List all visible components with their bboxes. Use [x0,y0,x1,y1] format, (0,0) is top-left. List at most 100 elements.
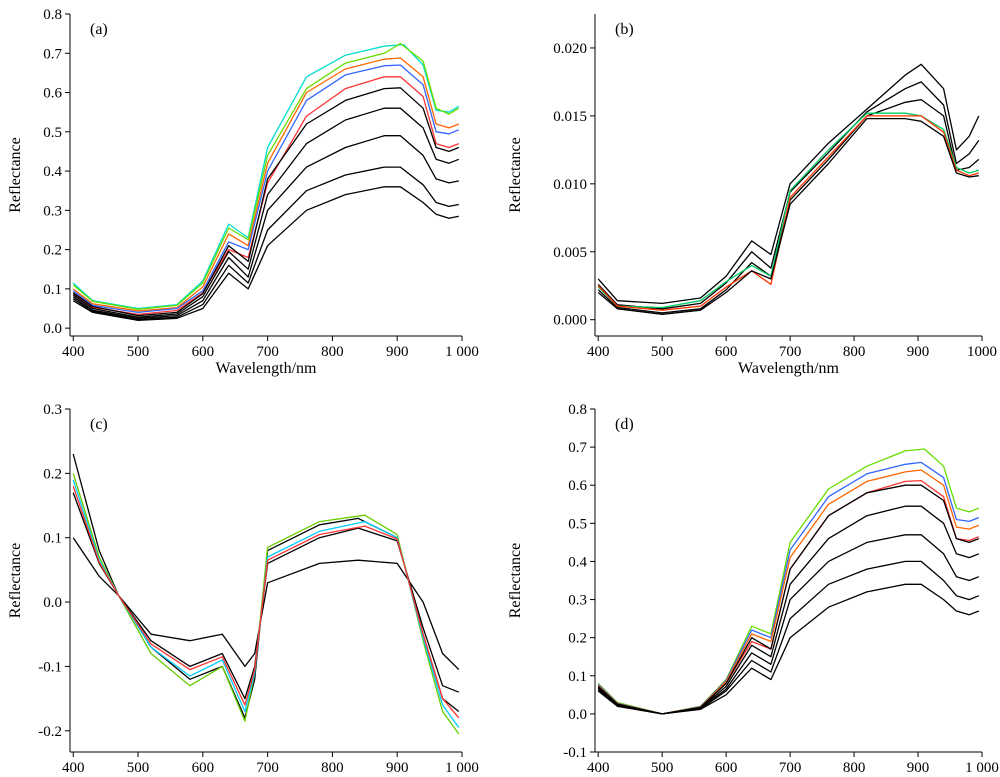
x-tick-label: 1 000 [445,760,479,776]
x-tick-label: 900 [907,760,930,776]
x-tick-label: 700 [779,344,802,360]
spectrum-line-2 [72,492,460,700]
y-tick-label: 0.4 [568,554,587,570]
panel-label: (c) [90,416,108,433]
y-tick-label: 0.010 [553,177,587,193]
x-tick-label: 600 [192,760,215,776]
y-tick-label: 0.2 [43,466,62,482]
x-tick-label: 1 000 [965,760,999,776]
x-tick-label: 1000 [967,344,997,360]
chart-svg-b: 0.000 0.005 0.010 0.015 0.020 400 500 600 700 800… [507,14,997,377]
y-tick-label: 0.000 [553,313,587,329]
x-tick-label: 800 [321,344,344,360]
x-tick-label: 900 [386,760,409,776]
spectrum-line-4 [597,112,979,309]
spectrum-line-5 [72,479,460,728]
x-tick-label: 500 [651,344,674,360]
x-tick-label: 400 [62,760,85,776]
x-tick-label: 400 [62,344,85,360]
x-tick-label: 400 [587,344,610,360]
x-tick-label: 900 [386,344,409,360]
spectrum-line-1 [72,43,460,310]
spectrum-line-1 [72,453,460,719]
x-tick-label: 500 [127,344,150,360]
x-tick-label: 800 [843,344,866,360]
x-tick-label: 800 [843,760,866,776]
y-axis-title: Reflectance [507,543,524,619]
x-tick-label: 600 [715,344,738,360]
spectrum-line-5 [597,115,979,311]
panel-label: (a) [90,21,108,38]
y-axis-title: Reflectance [7,543,24,619]
y-tick-label: 0.2 [568,631,587,647]
y-tick-label: 0.2 [43,243,62,259]
series-group [597,63,980,315]
y-tick-label: 0.8 [43,7,62,23]
spectrum-line-2 [597,81,980,310]
x-axis-title: Wavelength/nm [216,360,317,377]
y-tick-label: 0.4 [43,164,62,180]
y-tick-label: 0.7 [568,440,587,456]
y-tick-label: 0.1 [568,669,587,685]
spectrum-line-3 [597,98,980,314]
chart-svg-c: -0.2 -0.1 0.0 0.1 0.2 0.3 400 500 600 700 800 900 1 … [7,402,479,777]
y-tick-label: 0.8 [568,402,587,418]
y-tick-label: -0.2 [38,724,62,740]
spectrum-line-4 [72,64,460,314]
y-tick-label: 0.1 [43,531,62,547]
y-tick-label: 0.3 [43,402,62,418]
chart-svg-d: -0.1 0.0 0.1 0.2 0.3 0.4 0.5 0.6 0.7 0.8 400 500 600… [507,402,999,777]
spectrum-line-4 [72,473,460,735]
x-axis-title: Wavelength/nm [738,360,839,377]
y-tick-label: 0.015 [553,109,587,125]
x-tick-label: 1 000 [445,344,479,360]
y-tick-label: 0.5 [568,516,587,532]
x-tick-label: 600 [715,760,738,776]
x-tick-label: 700 [256,344,279,360]
y-tick-label: 0.6 [568,478,587,494]
chart-panel-a: 0.0 0.1 0.2 0.3 0.4 0.5 0.6 0.7 0.8 400 500 600 700 8… [0,0,500,388]
y-tick-label: 0.6 [43,86,62,102]
y-tick-label: 0.020 [553,41,587,57]
chart-panel-b: 0.000 0.005 0.010 0.015 0.020 400 500 600 700 800… [500,0,1000,388]
spectrum-line-1 [597,448,980,715]
y-tick-label: 0.3 [568,593,587,609]
y-axis-title: Reflectance [507,137,524,213]
x-tick-label: 600 [192,344,215,360]
spectrum-line-3 [72,57,460,312]
series-group [72,42,460,321]
spectrum-line-6 [72,485,460,719]
y-tick-label: 0.0 [43,321,62,337]
chart-panel-d: -0.1 0.0 0.1 0.2 0.3 0.4 0.5 0.6 0.7 0.8 400 500 600… [500,392,1000,777]
spectrum-line-8 [597,505,980,715]
y-tick-label: 0.005 [553,245,587,261]
x-tick-label: 400 [587,760,610,776]
x-tick-label: 700 [256,760,279,776]
spectrum-line-2 [72,42,460,310]
spectrum-line-10 [72,87,460,317]
spectrum-line-3 [72,537,460,671]
series-group [597,448,980,715]
y-axis-title: Reflectance [7,137,24,213]
x-tick-label: 500 [127,760,150,776]
chart-svg-a: 0.0 0.1 0.2 0.3 0.4 0.5 0.6 0.7 0.8 400 500 600 700 8… [7,7,479,377]
spectrum-line-9 [597,484,980,715]
x-tick-label: 500 [651,760,674,776]
panel-label: (d) [615,416,634,433]
y-tick-label: -0.1 [38,659,62,675]
spectrum-line-7 [72,166,459,321]
y-tick-label: 0.5 [43,125,62,141]
spectrum-line-8 [72,135,459,319]
x-tick-label: 800 [321,760,344,776]
spectrum-line-1 [597,63,980,305]
y-tick-label: 0.0 [568,707,587,723]
spectrum-line-9 [72,107,460,318]
spectrum-line-5 [72,76,460,316]
x-tick-label: 700 [779,760,802,776]
y-tick-label: 0.3 [43,203,62,219]
y-tick-label: 0.7 [43,46,62,62]
spectrum-line-4 [597,479,980,715]
spectrum-line-6 [597,117,979,315]
panel-label: (b) [615,21,634,38]
